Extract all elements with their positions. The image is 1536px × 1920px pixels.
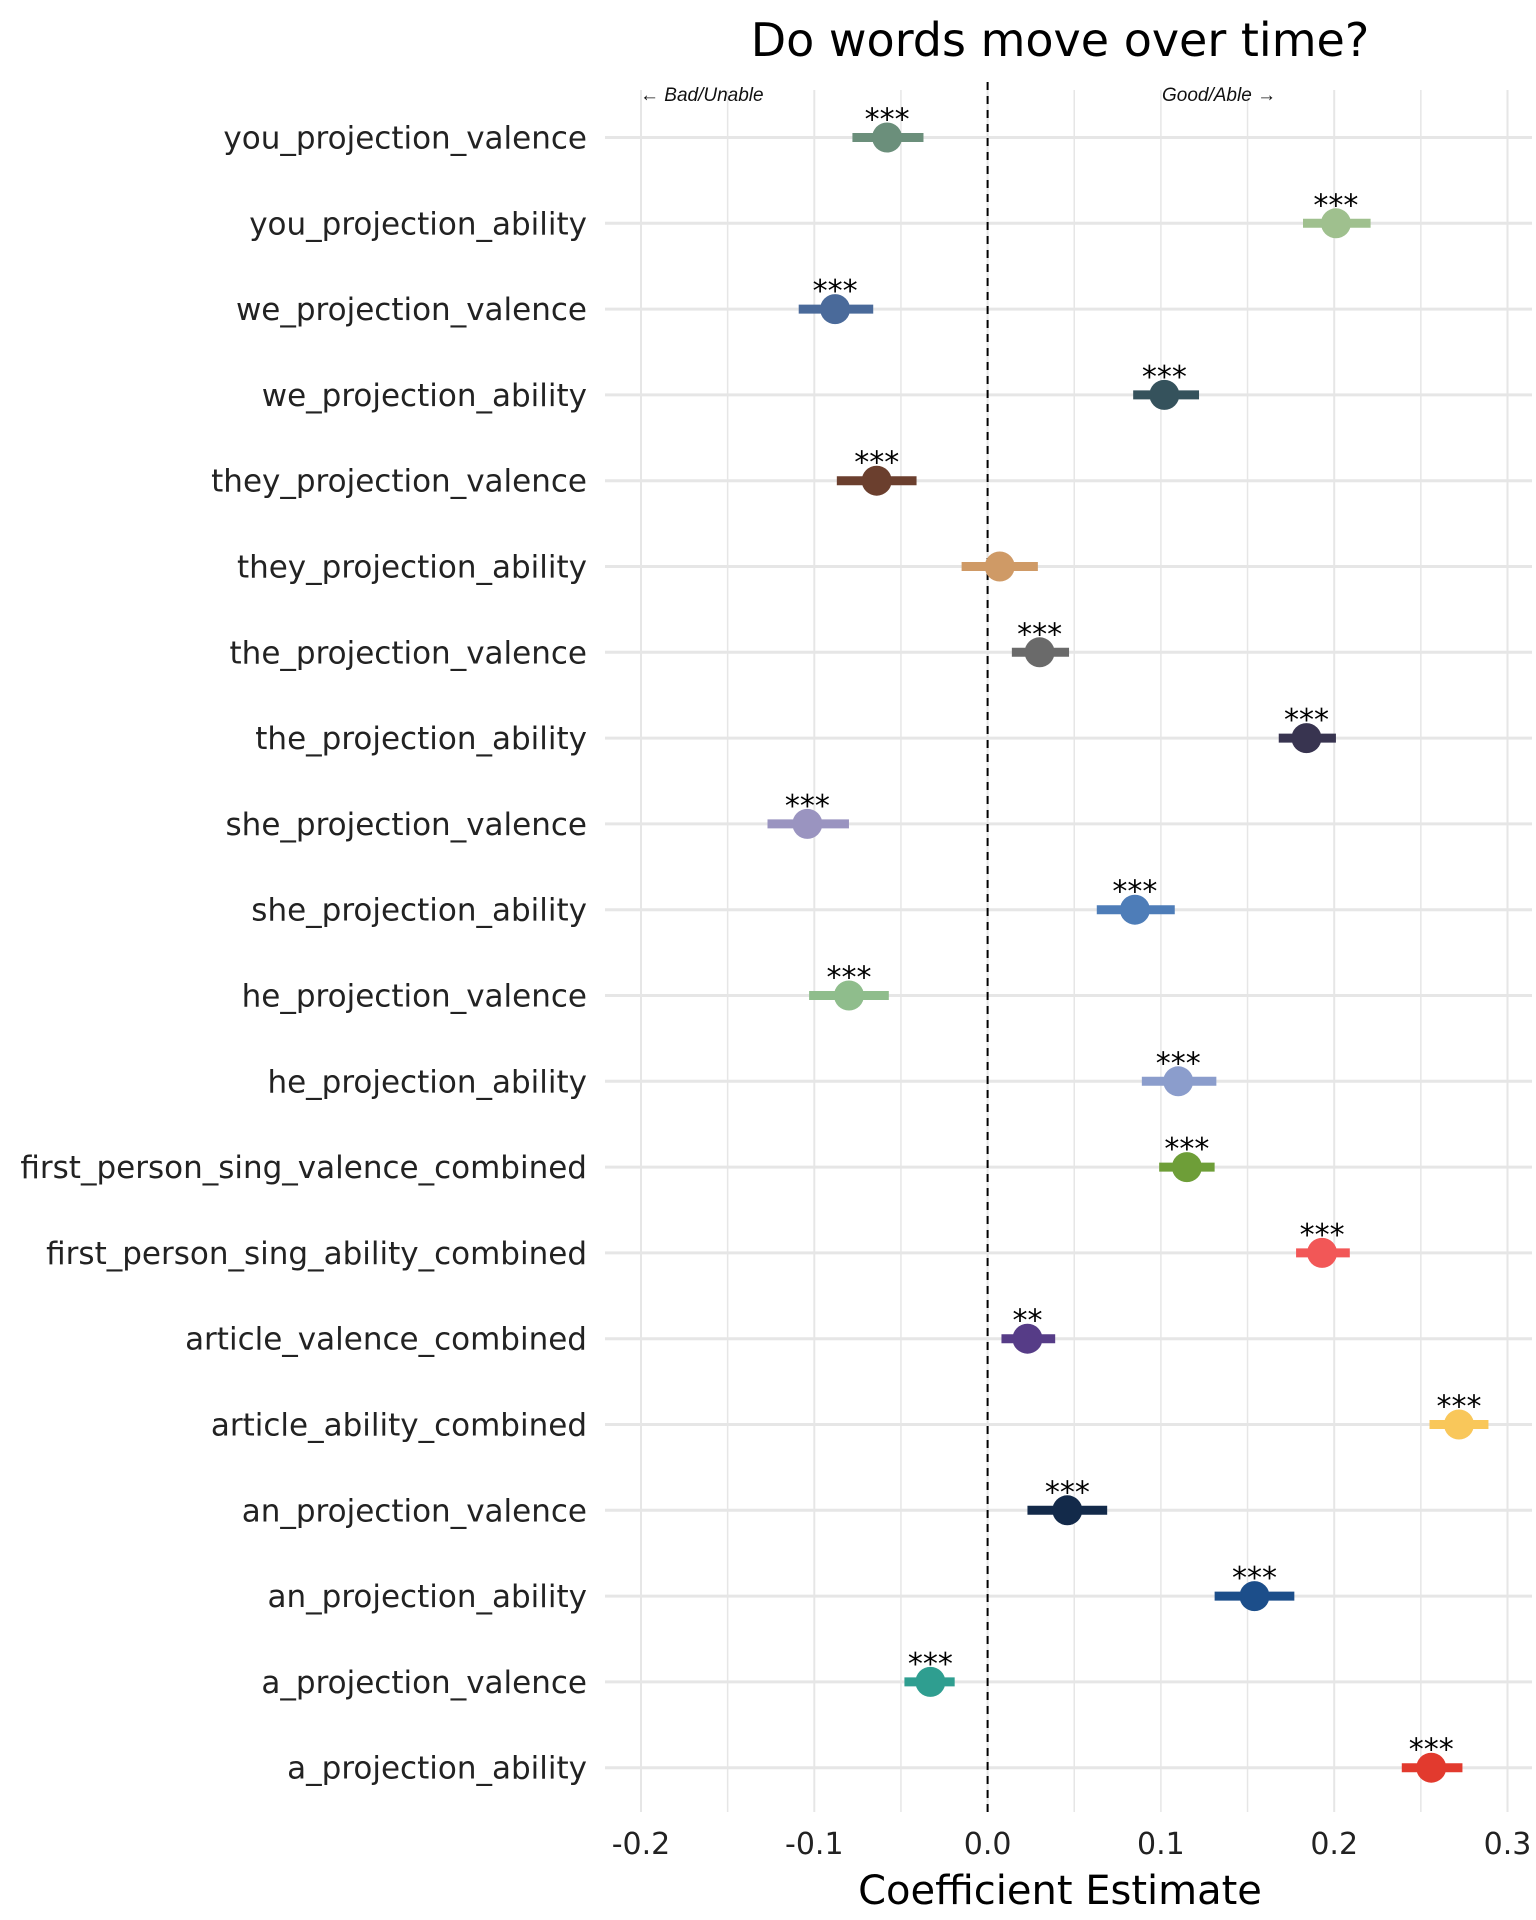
y-tick-label: an_projection_valence — [242, 1493, 587, 1529]
significance-label: *** — [813, 274, 858, 309]
y-tick-label: they_projection_ability — [237, 550, 587, 586]
y-tick-label: we_projection_ability — [262, 378, 587, 414]
y-tick-label: he_projection_valence — [242, 979, 587, 1015]
point-estimate — [1163, 1066, 1194, 1097]
y-tick-label: she_projection_ability — [251, 893, 587, 929]
y-axis-labels: you_projection_valence you_projection_abi… — [20, 121, 587, 1787]
y-tick-label: a_projection_ability — [287, 1751, 587, 1787]
y-tick-label: the_projection_ability — [255, 721, 587, 757]
point-estimate — [1307, 1237, 1338, 1268]
estimate-row: *** — [1214, 1561, 1295, 1612]
significance-label: *** — [1284, 703, 1329, 738]
estimate-row: *** — [836, 446, 917, 496]
estimate-row: *** — [1027, 1475, 1108, 1526]
point-estimate — [861, 465, 892, 496]
estimate-row: *** — [1296, 1218, 1350, 1268]
grid — [605, 90, 1532, 1812]
estimate-row: *** — [1141, 1046, 1217, 1097]
point-estimate — [984, 551, 1015, 582]
estimate-row: *** — [809, 961, 889, 1011]
y-tick-label: you_projection_valence — [223, 121, 587, 157]
significance-label: *** — [908, 1647, 953, 1682]
significance-label: *** — [1045, 1475, 1090, 1510]
point-estimate — [792, 808, 823, 839]
x-tick-label: -0.2 — [612, 1827, 671, 1862]
point-estimate — [1320, 208, 1351, 239]
point-estimate — [872, 122, 903, 153]
estimates: ****************************************… — [767, 103, 1489, 1783]
x-axis-ticks: -0.2 -0.1 0.0 0.1 0.2 0.3 — [612, 1827, 1532, 1862]
estimate-row: *** — [1159, 1132, 1215, 1183]
significance-label: *** — [1112, 875, 1157, 910]
y-tick-label: a_projection_valence — [261, 1665, 587, 1701]
x-tick-label: 0.0 — [964, 1827, 1012, 1862]
x-tick-label: 0.3 — [1484, 1827, 1532, 1862]
y-tick-label: we_projection_valence — [236, 292, 587, 328]
significance-label: *** — [865, 103, 910, 138]
point-estimate — [1239, 1581, 1270, 1612]
significance-label: *** — [1142, 360, 1187, 395]
estimate-row: *** — [1011, 617, 1070, 668]
significance-label: *** — [1164, 1132, 1209, 1167]
point-estimate — [833, 980, 864, 1011]
point-estimate — [1416, 1752, 1447, 1783]
significance-label: *** — [1232, 1561, 1277, 1596]
y-tick-label: he_projection_ability — [267, 1064, 587, 1100]
estimate-row: *** — [1303, 188, 1371, 239]
point-estimate — [1119, 894, 1150, 925]
x-tick-label: 0.2 — [1310, 1827, 1358, 1862]
significance-label: ** — [1012, 1304, 1042, 1339]
annotation-good-able: Good/Able → — [1162, 85, 1276, 106]
estimate-row: ** — [1001, 1304, 1056, 1354]
y-tick-label: you_projection_ability — [249, 206, 587, 242]
point-estimate — [1149, 379, 1180, 410]
y-tick-label: first_person_sing_valence_combined — [20, 1150, 587, 1186]
significance-label: *** — [1300, 1218, 1345, 1253]
point-estimate — [915, 1666, 946, 1697]
y-tick-label: they_projection_valence — [211, 464, 587, 500]
significance-label: *** — [1436, 1390, 1481, 1425]
significance-label: *** — [785, 789, 830, 824]
y-tick-label: she_projection_valence — [226, 807, 587, 843]
estimate-row — [961, 551, 1038, 582]
point-estimate — [1052, 1495, 1083, 1526]
point-estimate — [1443, 1409, 1474, 1440]
estimate-row: *** — [1133, 360, 1200, 410]
estimate-row: *** — [1278, 703, 1336, 754]
x-tick-label: -0.1 — [785, 1827, 844, 1862]
estimate-row: *** — [852, 103, 924, 153]
significance-label: *** — [1017, 617, 1062, 652]
point-estimate — [1024, 637, 1055, 668]
estimate-row: *** — [767, 789, 849, 839]
chart-title: Do words move over time? — [751, 13, 1369, 67]
y-tick-label: the_projection_valence — [230, 635, 587, 671]
significance-label: *** — [1313, 188, 1358, 223]
significance-label: *** — [1409, 1733, 1454, 1768]
x-axis-title: Coefficient Estimate — [858, 1868, 1262, 1914]
point-estimate — [1291, 723, 1322, 754]
x-tick-label: 0.1 — [1137, 1827, 1185, 1862]
estimate-row: *** — [1429, 1390, 1489, 1440]
y-tick-label: first_person_sing_ability_combined — [46, 1236, 587, 1272]
significance-label: *** — [854, 446, 899, 481]
estimate-row: *** — [1401, 1733, 1463, 1783]
y-tick-label: article_ability_combined — [211, 1408, 587, 1444]
significance-label: *** — [1156, 1046, 1201, 1081]
y-tick-label: an_projection_ability — [268, 1579, 587, 1615]
point-estimate — [1171, 1152, 1202, 1183]
y-tick-label: article_valence_combined — [185, 1322, 587, 1358]
annotation-bad-unable: ← Bad/Unable — [640, 85, 764, 106]
significance-label: *** — [826, 961, 871, 996]
point-estimate — [820, 294, 851, 325]
point-estimate — [1012, 1323, 1043, 1354]
estimate-row: *** — [1096, 875, 1175, 925]
estimate-row: *** — [798, 274, 874, 325]
estimate-row: *** — [904, 1647, 955, 1697]
